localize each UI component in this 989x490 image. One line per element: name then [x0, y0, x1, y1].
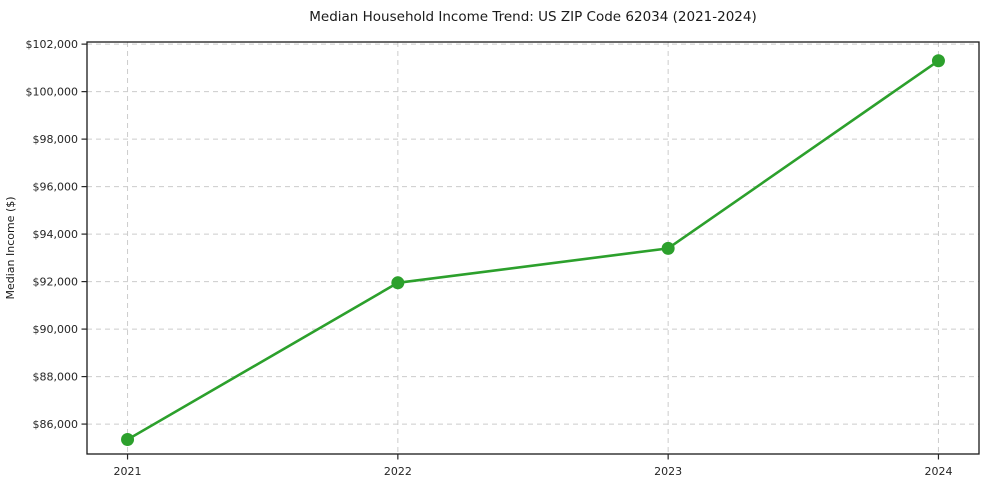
x-tick-label: 2023	[654, 465, 682, 478]
y-tick-marks	[81, 43, 87, 425]
x-tick-label: 2021	[114, 465, 142, 478]
plot-frame	[86, 41, 980, 455]
y-tick-label: $100,000	[26, 86, 79, 99]
data-point-2022	[391, 276, 405, 290]
y-tick-label: $94,000	[33, 228, 79, 241]
x-tick-label: 2022	[384, 465, 412, 478]
y-tick-label: $102,000	[26, 38, 79, 51]
data-point-2023	[661, 241, 675, 255]
x-tick-labels: 2021 2022 2023 2024	[114, 465, 953, 478]
data-point-2021	[121, 433, 135, 447]
x-gridlines	[127, 42, 939, 454]
y-tick-label: $96,000	[33, 181, 79, 194]
y-axis-label: Median Income ($)	[4, 196, 17, 299]
data-point-2024	[931, 54, 945, 68]
y-tick-label: $98,000	[33, 133, 79, 146]
y-tick-label: $86,000	[33, 418, 79, 431]
data-line	[126, 59, 940, 441]
y-tick-label: $88,000	[33, 371, 79, 384]
data-points	[121, 54, 945, 447]
x-tick-marks	[126, 454, 940, 460]
x-tick-label: 2024	[924, 465, 952, 478]
y-tick-labels: $86,000 $88,000 $90,000 $92,000 $94,000 $96,0…	[26, 38, 79, 431]
y-tick-label: $92,000	[33, 276, 79, 289]
chart-title: Median Household Income Trend: US ZIP Co…	[309, 9, 757, 25]
y-gridlines	[87, 43, 979, 425]
y-tick-label: $90,000	[33, 323, 79, 336]
